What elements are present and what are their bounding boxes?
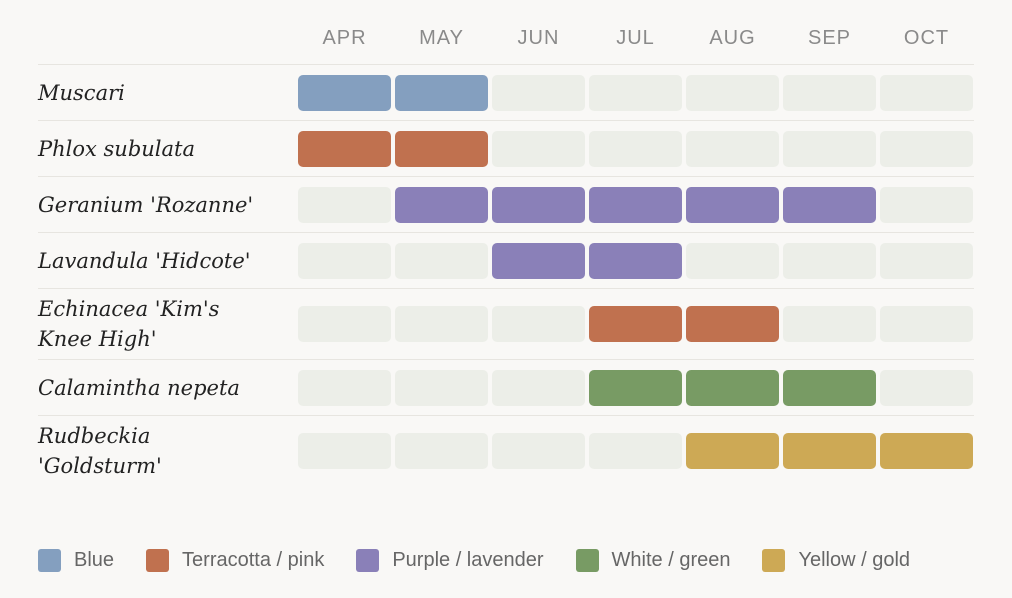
legend-label: White / green: [611, 549, 731, 571]
month-label: OCT: [903, 27, 950, 49]
legend: Blue Terracotta / pink Purple / lavender Wh…: [38, 549, 942, 572]
plant-row: Geranium 'Rozanne': [38, 176, 974, 232]
legend-item: Yellow / gold: [762, 549, 910, 572]
plant-name: Rudbeckia 'Goldsturm': [38, 424, 162, 478]
legend-label: Blue: [74, 549, 115, 571]
legend-swatch: [575, 549, 599, 572]
bloom-cell: [783, 186, 876, 223]
bloom-cell: [686, 369, 779, 406]
empty-cell: [395, 306, 488, 342]
bloom-cell: [395, 130, 488, 167]
empty-cell: [880, 306, 973, 342]
empty-cell: [298, 242, 391, 279]
legend-swatch: [38, 549, 61, 572]
plant-name: Muscari: [38, 80, 125, 105]
plant-name: Phlox subulata: [38, 136, 195, 161]
plant-row: Calamintha nepeta: [38, 359, 974, 415]
plant-name: Calamintha nepeta: [38, 375, 240, 400]
month-header: APR MAY JUN JUL AUG SEP OCT: [38, 0, 974, 64]
plant-name: Echinacea 'Kim's Knee High': [38, 297, 220, 351]
legend-label: Yellow / gold: [798, 549, 911, 571]
bloom-cell: [395, 74, 488, 111]
empty-cell: [492, 433, 585, 469]
legend-item: Blue: [38, 549, 114, 572]
empty-cell: [783, 306, 876, 342]
bloom-cell: [783, 433, 876, 469]
legend-swatch: [762, 549, 786, 572]
bloom-cell: [686, 433, 779, 469]
month-label: SEP: [807, 27, 852, 49]
legend-label: Terracotta / pink: [182, 549, 325, 571]
bloom-cell: [589, 186, 682, 223]
empty-cell: [589, 74, 682, 111]
bloom-cell: [589, 242, 682, 279]
legend-item: Purple / lavender: [356, 549, 544, 572]
legend-swatch: [146, 549, 170, 572]
empty-cell: [492, 130, 585, 167]
month-label: JUN: [517, 27, 560, 49]
month-label: APR: [322, 27, 367, 49]
bloom-cell: [395, 186, 488, 223]
bloom-cell: [686, 186, 779, 223]
month-label: AUG: [709, 27, 756, 49]
bloom-cell: [686, 306, 779, 342]
empty-cell: [589, 433, 682, 469]
empty-cell: [589, 130, 682, 167]
plant-row: Muscari: [38, 64, 974, 120]
empty-cell: [298, 306, 391, 342]
bloom-cell: [492, 186, 585, 223]
empty-cell: [880, 130, 973, 167]
empty-cell: [395, 242, 488, 279]
empty-cell: [880, 369, 973, 406]
empty-cell: [492, 74, 585, 111]
plant-row: Rudbeckia 'Goldsturm': [38, 415, 974, 486]
bloom-cell: [298, 130, 391, 167]
empty-cell: [686, 242, 779, 279]
legend-item: White / green: [575, 549, 731, 572]
bloom-calendar: APR MAY JUN JUL AUG SEP OCT Muscari Phlox subula…: [38, 0, 974, 486]
month-label: JUL: [616, 27, 655, 49]
empty-cell: [395, 433, 488, 469]
empty-cell: [783, 130, 876, 167]
bloom-cell: [298, 74, 391, 111]
bloom-cell: [589, 369, 682, 406]
empty-cell: [492, 369, 585, 406]
bloom-cell: [783, 369, 876, 406]
plant-row: Lavandula 'Hidcote': [38, 232, 974, 288]
empty-cell: [783, 242, 876, 279]
empty-cell: [298, 433, 391, 469]
bloom-cell: [589, 306, 682, 342]
empty-cell: [298, 186, 391, 223]
empty-cell: [880, 186, 973, 223]
empty-cell: [783, 74, 876, 111]
plant-row: Phlox subulata: [38, 120, 974, 176]
empty-cell: [492, 306, 585, 342]
bloom-cell: [492, 242, 585, 279]
bloom-cell: [880, 433, 973, 469]
empty-cell: [298, 369, 391, 406]
empty-cell: [395, 369, 488, 406]
month-label: MAY: [419, 27, 464, 49]
plant-name: Lavandula 'Hidcote': [38, 248, 251, 273]
empty-cell: [880, 74, 973, 111]
plant-row: Echinacea 'Kim's Knee High': [38, 288, 974, 359]
plant-name: Geranium 'Rozanne': [38, 192, 254, 217]
empty-cell: [686, 130, 779, 167]
legend-swatch: [356, 549, 380, 572]
empty-cell: [686, 74, 779, 111]
empty-cell: [880, 242, 973, 279]
legend-label: Purple / lavender: [392, 549, 544, 571]
legend-item: Terracotta / pink: [146, 549, 324, 572]
